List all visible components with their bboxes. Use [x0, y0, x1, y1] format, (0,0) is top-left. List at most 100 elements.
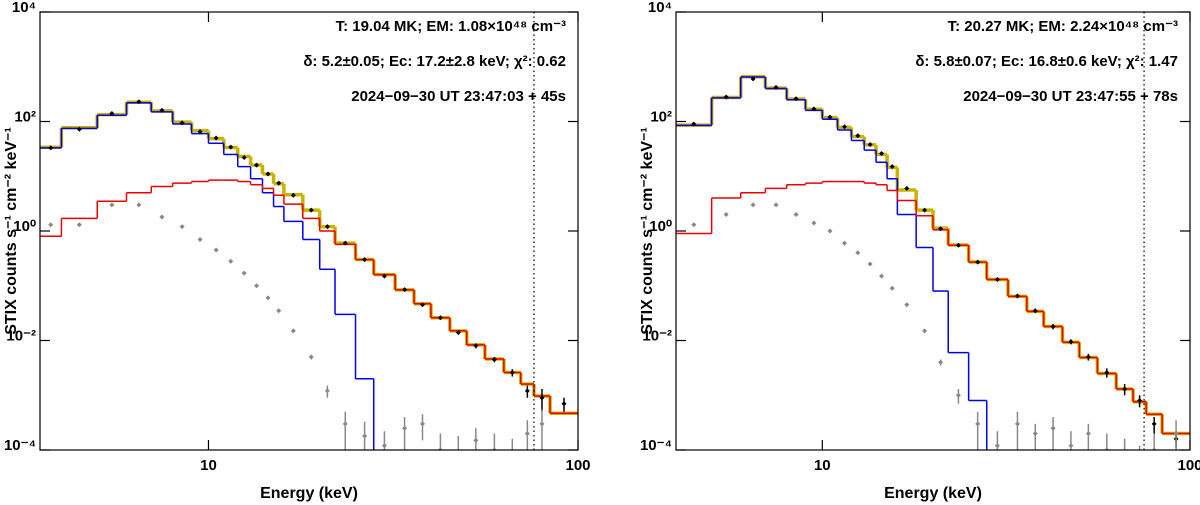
data-point: [179, 224, 185, 230]
data-point: [1151, 447, 1157, 450]
panel: 10⁻⁴ 10⁻² 10⁰ 10² 10⁴ 10 100 Energy (keV) STIX c…: [3, 0, 590, 502]
data-point: [510, 453, 515, 458]
data-point: [362, 433, 368, 439]
data-point: [437, 315, 443, 321]
y-tick-label: 10²: [14, 108, 36, 125]
y-tick-label: 10⁴: [648, 0, 672, 16]
data-point: [889, 164, 895, 170]
data-point: [879, 151, 885, 157]
data-point: [855, 133, 861, 139]
data-point: [473, 437, 479, 443]
data-point: [228, 144, 234, 150]
data-point: [197, 236, 203, 242]
y-tick-label: 10⁴: [12, 0, 36, 16]
data-point: [136, 99, 142, 105]
data-point: [811, 220, 817, 226]
data-point: [159, 107, 165, 113]
x-tick-label: 100: [565, 457, 590, 474]
data-point: [994, 443, 1000, 449]
data-point: [1122, 453, 1127, 458]
annotation: T: 19.04 MK; EM: 1.08×10⁴⁸ cm⁻³: [336, 18, 566, 35]
data-point: [1068, 339, 1074, 345]
y-axis-label: STIX counts s⁻¹ cm⁻² keV⁻¹: [639, 127, 656, 335]
data-point: [524, 431, 530, 437]
data-point: [691, 121, 697, 127]
data-point: [879, 273, 885, 279]
panel: 10⁻⁴ 10⁻² 10⁰ 10² 10⁴ 10 100 Energy (keV) STIX c…: [639, 0, 1200, 502]
data-point: [524, 388, 530, 394]
data-point: [228, 258, 234, 264]
data-point: [381, 443, 387, 449]
data-point: [402, 425, 408, 431]
data-point: [1104, 447, 1110, 450]
data-point: [48, 222, 54, 228]
data-point: [1032, 308, 1038, 314]
x-tick-label: 100: [1177, 457, 1200, 474]
x-axis-label: Energy (keV): [884, 485, 982, 502]
y-tick-label: 10²: [650, 108, 672, 125]
plot-area: [676, 75, 1190, 458]
data-point: [455, 329, 461, 335]
data-point: [509, 370, 515, 376]
data-point: [324, 388, 330, 394]
data-point: [213, 247, 219, 253]
data-point: [773, 84, 779, 90]
data-point: [1104, 370, 1110, 376]
data-point: [213, 135, 219, 141]
data-point: [473, 343, 479, 349]
data-point: [1085, 431, 1091, 437]
data-point: [793, 96, 799, 102]
y-tick-label: 10⁰: [13, 218, 36, 235]
data-point: [290, 328, 296, 334]
data-point: [419, 302, 425, 308]
data-point: [254, 162, 260, 168]
data-point: [561, 401, 567, 407]
data-point: [265, 171, 271, 177]
data-point: [750, 202, 756, 208]
y-tick-label: 10⁻⁴: [640, 437, 672, 454]
data-point: [419, 421, 425, 427]
data-point: [855, 250, 861, 256]
data-point: [276, 308, 282, 314]
data-point: [904, 185, 910, 191]
data-point: [109, 202, 115, 208]
data-point: [975, 259, 981, 265]
data-point: [76, 222, 82, 228]
data-point: [750, 76, 756, 82]
data-point: [197, 129, 203, 135]
data-point: [1050, 324, 1056, 330]
annotation: δ: 5.8±0.07; Ec: 16.8±0.6 keV; χ²: 1.47: [915, 53, 1178, 70]
data-point: [938, 359, 944, 365]
data-point: [381, 273, 387, 279]
data-point: [955, 242, 961, 248]
data-point: [922, 207, 928, 213]
data-point: [867, 261, 873, 267]
y-tick-label: 10⁰: [649, 218, 672, 235]
data-point: [265, 295, 271, 301]
data-point: [975, 421, 981, 427]
data-point: [1032, 431, 1038, 437]
annotation: 2024−09−30 UT 23:47:03 + 45s: [351, 88, 566, 105]
data-point: [691, 222, 697, 228]
data-point: [539, 395, 545, 401]
data-point: [48, 145, 54, 151]
y-axis-label: STIX counts s⁻¹ cm⁻² keV⁻¹: [3, 127, 20, 335]
data-point: [827, 114, 833, 120]
annotation: 2024−09−30 UT 23:47:55 + 78s: [963, 88, 1178, 105]
data-point: [889, 285, 895, 291]
data-point: [308, 207, 314, 213]
data-point: [241, 270, 247, 276]
data-point: [456, 453, 461, 458]
data-point: [955, 392, 961, 398]
data-point: [938, 226, 944, 232]
data-point: [342, 240, 348, 246]
data-point: [1085, 354, 1091, 360]
data-point: [539, 421, 545, 427]
data-point: [827, 228, 833, 234]
y-tick-label: 10⁻²: [6, 327, 36, 344]
data-point: [276, 180, 282, 186]
annotation: δ: 5.2±0.05; Ec: 17.2±2.8 keV; χ²: 0.62: [303, 53, 566, 70]
data-point: [136, 202, 142, 208]
data-point: [1068, 443, 1074, 449]
data-point: [308, 354, 314, 360]
